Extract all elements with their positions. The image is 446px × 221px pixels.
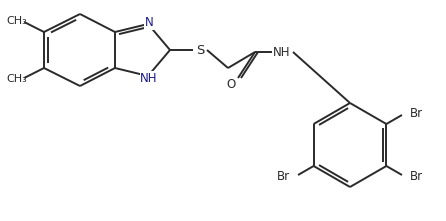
Text: O: O — [227, 78, 235, 91]
Text: Br: Br — [277, 170, 290, 183]
Text: Br: Br — [410, 170, 423, 183]
Text: Br: Br — [410, 107, 423, 120]
Text: NH: NH — [273, 46, 291, 59]
Text: CH₃: CH₃ — [6, 74, 27, 84]
Text: NH: NH — [140, 72, 158, 84]
Text: S: S — [196, 44, 204, 57]
Text: N: N — [145, 17, 153, 29]
Text: CH₃: CH₃ — [6, 16, 27, 26]
